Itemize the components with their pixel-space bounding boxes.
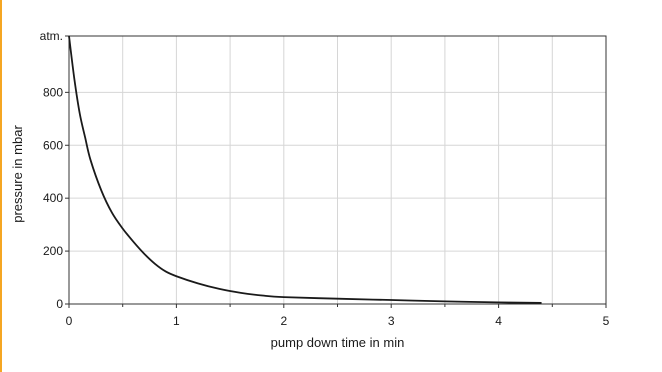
y-tick-label: 0 xyxy=(56,297,63,311)
y-axis-ticks: 0 200 400 600 800 atm. xyxy=(40,29,69,311)
accent-border xyxy=(0,0,2,372)
y-tick-label: atm. xyxy=(40,29,63,43)
y-tick-label: 600 xyxy=(43,138,63,152)
x-tick-label: 4 xyxy=(495,314,502,328)
x-tick-label: 1 xyxy=(173,314,180,328)
y-tick-label: 200 xyxy=(43,244,63,258)
x-tick-label: 3 xyxy=(388,314,395,328)
y-axis-label: pressure in mbar xyxy=(10,125,25,223)
x-tick-label: 2 xyxy=(280,314,287,328)
x-axis-ticks: 0 1 2 3 4 5 xyxy=(66,304,610,328)
series-group xyxy=(68,35,542,304)
y-tick-label: 800 xyxy=(43,85,63,99)
y-tick-label: 400 xyxy=(43,191,63,205)
x-tick-label: 5 xyxy=(603,314,610,328)
x-axis-label: pump down time in min xyxy=(271,335,405,350)
x-tick-label: 0 xyxy=(66,314,73,328)
pressure-curve xyxy=(68,35,542,304)
grid-lines xyxy=(69,36,606,304)
